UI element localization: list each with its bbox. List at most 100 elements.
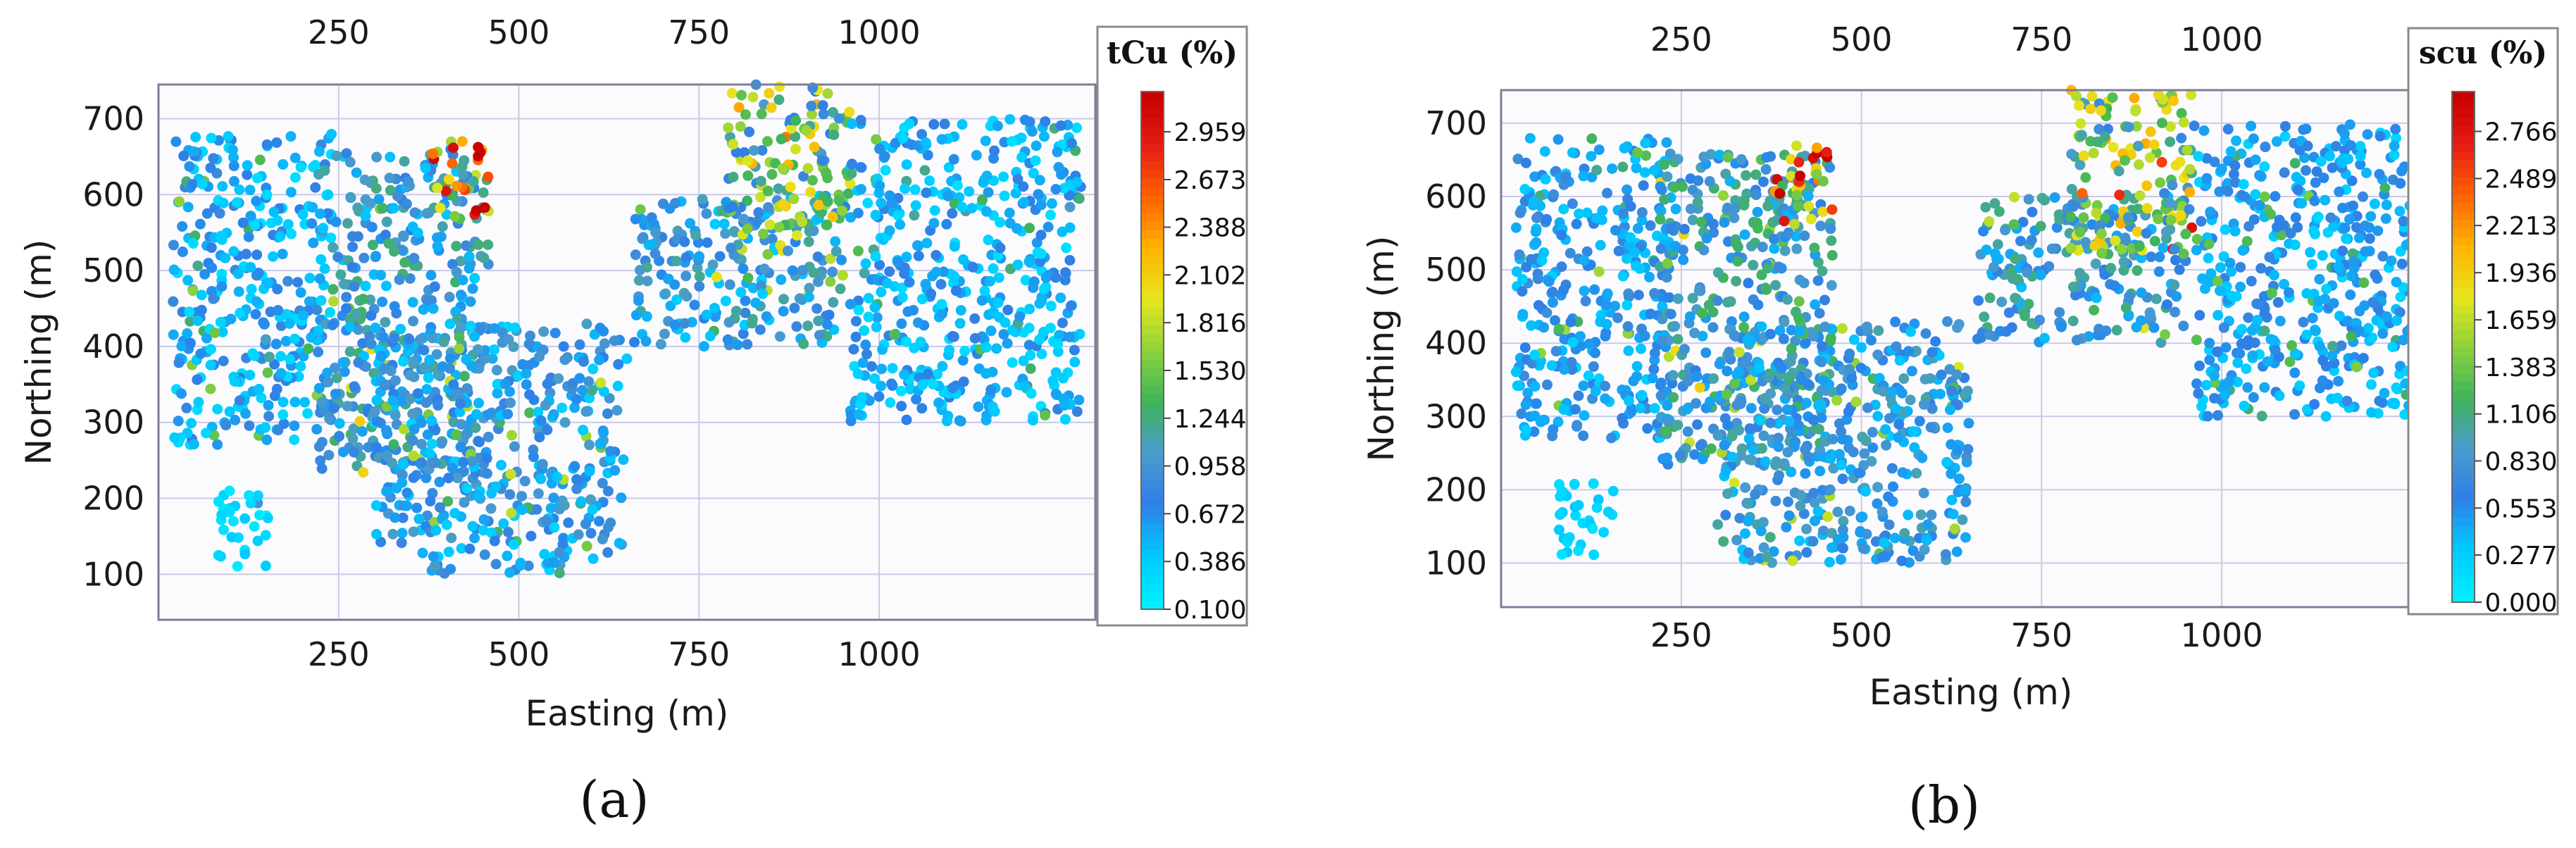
- data-point: [2259, 191, 2270, 202]
- data-point: [2165, 136, 2176, 147]
- data-point: [307, 201, 318, 213]
- data-point: [1521, 157, 1532, 168]
- data-point: [188, 146, 199, 157]
- data-point: [1825, 332, 1836, 344]
- data-point: [602, 547, 614, 558]
- data-point: [2375, 130, 2386, 142]
- data-point: [323, 189, 334, 200]
- data-point: [504, 386, 516, 397]
- data-point: [2201, 380, 2212, 391]
- data-point: [1946, 385, 1958, 397]
- data-point: [495, 459, 506, 470]
- data-point: [944, 344, 955, 356]
- data-point: [612, 380, 623, 392]
- data-point: [2159, 187, 2170, 199]
- data-point: [308, 237, 319, 249]
- data-point: [1692, 197, 1703, 208]
- colorbar-frame: [1096, 25, 1248, 627]
- data-point: [1046, 198, 1057, 209]
- data-point: [1707, 306, 1719, 318]
- data-point: [1631, 361, 1643, 372]
- data-point: [1952, 445, 1963, 456]
- data-point: [399, 156, 410, 167]
- data-point: [2131, 120, 2142, 132]
- data-point: [1793, 156, 1805, 168]
- colorbar-segment: [1141, 212, 1164, 222]
- data-point: [1074, 193, 1085, 204]
- data-point: [1526, 320, 1537, 331]
- data-point: [803, 292, 814, 303]
- data-point: [573, 529, 584, 540]
- data-point: [302, 408, 313, 419]
- data-point: [1758, 430, 1769, 442]
- data-point: [605, 446, 616, 457]
- data-point: [2160, 226, 2172, 237]
- data-point: [389, 301, 400, 312]
- data-point: [418, 344, 430, 356]
- data-point: [1663, 351, 1674, 363]
- x-tick-label: 500: [488, 635, 550, 673]
- data-point: [2091, 136, 2103, 147]
- data-point: [1519, 184, 1531, 195]
- data-point: [508, 539, 519, 550]
- data-point: [2265, 208, 2277, 220]
- data-point: [407, 356, 418, 368]
- data-point: [249, 521, 260, 532]
- data-point: [2167, 95, 2179, 106]
- data-point: [173, 416, 184, 427]
- data-point: [1825, 453, 1836, 464]
- y-tick-label: 500: [82, 251, 144, 289]
- data-point: [1679, 223, 1690, 235]
- data-point: [1855, 527, 1866, 538]
- data-point: [337, 447, 349, 458]
- data-point: [756, 280, 767, 292]
- data-point: [261, 189, 273, 201]
- data-point: [425, 270, 437, 281]
- data-point: [170, 136, 182, 147]
- data-point: [1860, 486, 1871, 497]
- data-point: [322, 208, 333, 219]
- data-point: [341, 292, 352, 303]
- data-point: [1808, 487, 1819, 499]
- data-point: [981, 342, 992, 353]
- data-point: [227, 144, 238, 156]
- data-point: [2284, 356, 2296, 368]
- data-point: [2337, 202, 2348, 213]
- data-point: [251, 173, 263, 184]
- data-point: [1879, 537, 1890, 549]
- data-point: [420, 163, 431, 174]
- data-point: [2130, 106, 2141, 117]
- data-point: [2165, 121, 2176, 132]
- data-point: [1681, 404, 1693, 415]
- data-point: [884, 225, 895, 236]
- data-point: [456, 543, 467, 554]
- data-point: [1635, 403, 1646, 414]
- data-point: [1546, 360, 1557, 371]
- data-point: [936, 134, 947, 145]
- data-point: [947, 331, 958, 342]
- data-point: [877, 344, 888, 355]
- data-point: [2170, 254, 2181, 266]
- data-point: [397, 469, 408, 480]
- data-point: [1705, 443, 1717, 454]
- data-point: [357, 338, 368, 349]
- data-point: [1031, 140, 1042, 151]
- data-point: [922, 368, 933, 380]
- data-point: [313, 325, 324, 336]
- data-point: [295, 287, 306, 298]
- data-point: [901, 414, 912, 425]
- data-point: [1636, 207, 1648, 218]
- data-point: [2389, 399, 2401, 410]
- data-point: [790, 144, 801, 155]
- colorbar-tick-label: 1.659: [2484, 306, 2557, 335]
- data-point: [1800, 468, 1811, 479]
- data-point: [426, 438, 437, 449]
- data-point: [441, 209, 452, 220]
- data-point: [1817, 175, 1829, 187]
- data-point: [2394, 306, 2406, 318]
- data-point: [904, 277, 915, 288]
- data-point: [1909, 318, 1920, 330]
- data-point: [2346, 331, 2357, 342]
- data-point: [251, 249, 263, 261]
- data-point: [408, 472, 419, 483]
